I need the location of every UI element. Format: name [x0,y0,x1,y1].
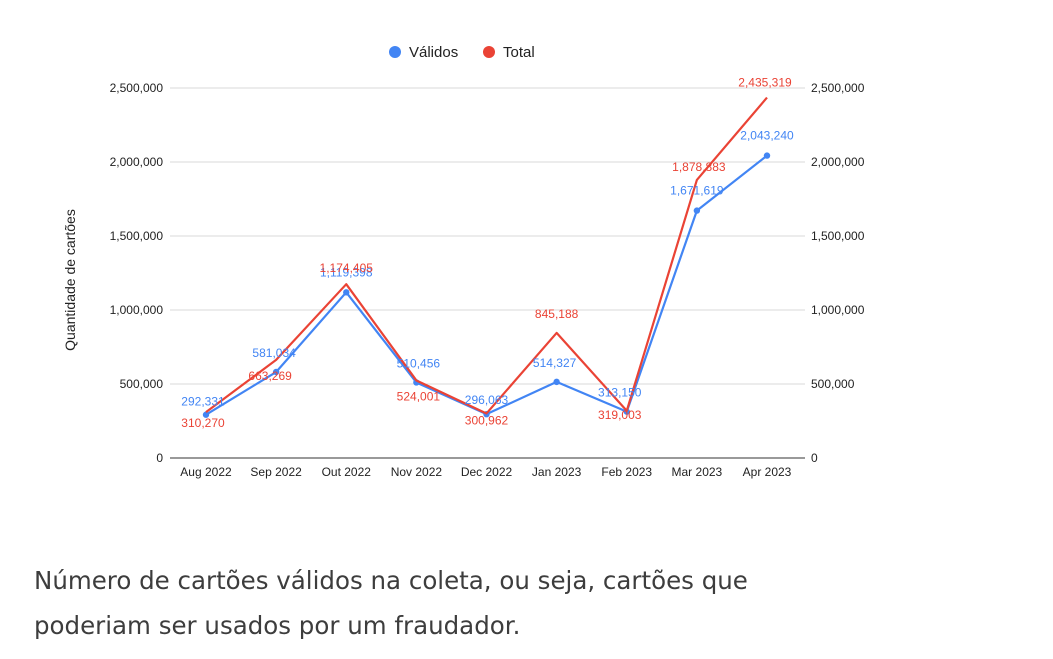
data-label-total: 300,962 [465,413,509,427]
data-label-validos: 581,034 [252,346,296,360]
data-label-validos: 1,671,619 [670,184,724,198]
data-point-validos [553,378,560,386]
data-label-total: 2,435,319 [738,76,792,90]
y-tick-label-right: 1,000,000 [811,303,865,317]
data-label-validos: 313,150 [598,386,642,400]
data-point-validos [693,207,701,214]
x-tick-label: Mar 2023 [672,465,723,479]
data-point-validos [202,411,210,418]
chart-svg: 0 0 500,000 500,000 1,000,000 1,000,000 1,500,… [62,44,865,479]
data-label-total: 310,270 [181,416,225,430]
x-tick-label: Dec 2022 [461,465,513,479]
data-point-validos [343,289,350,296]
y-tick-label-left: 2,500,000 [110,81,164,95]
data-label-total: 1,174,405 [320,261,374,275]
x-tick-label: Sep 2022 [250,465,302,479]
line-chart: 0 0 500,000 500,000 1,000,000 1,000,000 1,500,… [62,44,865,479]
y-tick-label-right: 1,500,000 [811,229,865,243]
x-tick-label: Out 2022 [322,465,372,479]
y-tick-label-left: 500,000 [120,377,164,391]
data-label-total: 663,269 [248,369,292,383]
data-label-total: 319,003 [598,408,642,422]
caption-line-1: Número de cartões válidos na coleta, ou … [34,566,748,595]
x-tick-label: Aug 2022 [180,465,232,479]
legend-label-validos: Válidos [409,44,458,61]
y-tick-label-right: 500,000 [811,377,855,391]
y-axis-title: Quantidade de cartões [62,209,78,351]
caption-line-2: poderiam ser usados por um fraudador. [34,611,521,640]
data-label-validos: 510,456 [397,356,441,370]
data-point-validos [272,368,280,376]
y-tick-label-left: 2,000,000 [110,155,164,169]
data-label-validos: 1,119,398 [320,265,373,279]
y-tick-label-left: 0 [156,451,163,465]
x-tick-label: Nov 2022 [391,465,443,479]
data-label-validos: 2,043,240 [740,129,794,143]
data-label-validos: 292,331 [181,395,225,409]
data-label-total: 845,188 [535,307,579,321]
y-tick-label-right: 2,000,000 [811,155,865,169]
y-tick-label-right: 0 [811,451,818,465]
x-tick-label: Jan 2023 [532,465,582,479]
y-tick-label-right: 2,500,000 [811,81,865,95]
legend-marker-validos [389,46,401,58]
legend-label-total: Total [503,44,535,61]
data-label-validos: 514,327 [533,356,577,370]
y-tick-label-left: 1,000,000 [110,303,164,317]
y-tick-label-left: 1,500,000 [110,229,164,243]
series-line-total [205,96,768,415]
data-label-total: 1,878,883 [672,160,726,174]
data-label-total: 524,001 [397,389,441,403]
figure-caption: Número de cartões válidos na coleta, ou … [34,558,854,648]
legend-marker-total [483,46,495,58]
x-tick-label: Apr 2023 [743,465,792,479]
data-point-validos [763,152,771,159]
data-label-validos: 296,063 [465,393,509,407]
x-tick-label: Feb 2023 [601,465,652,479]
